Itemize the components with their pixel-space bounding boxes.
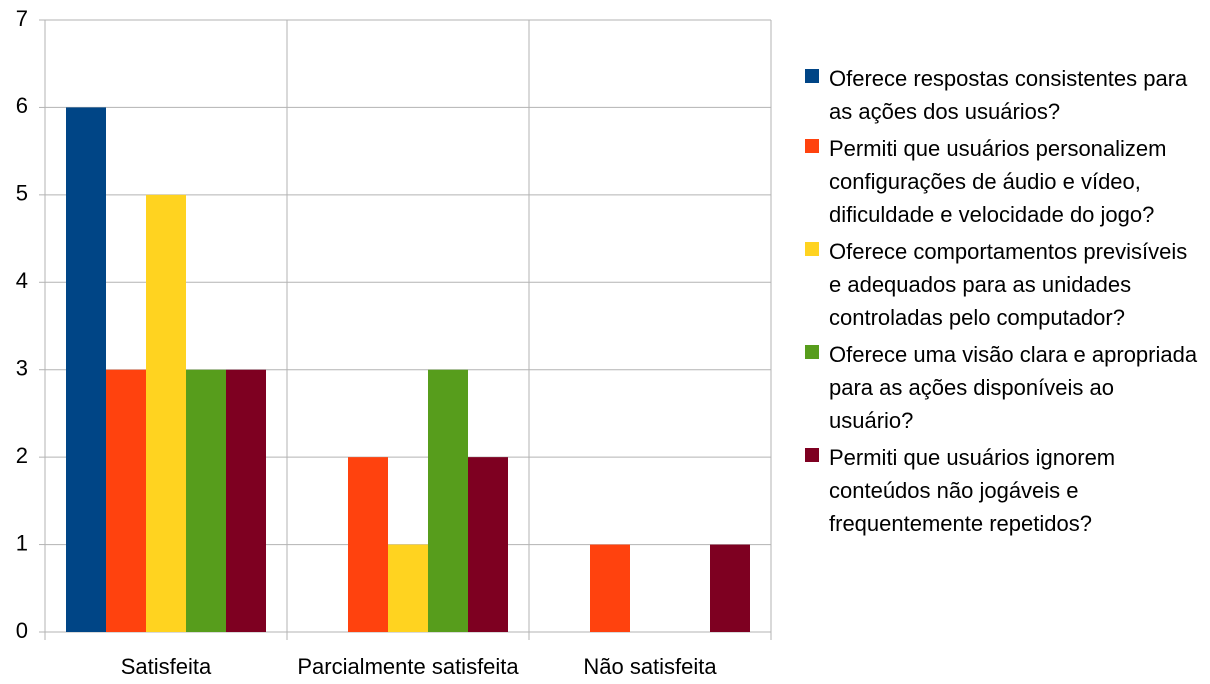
y-tick-label: 6	[16, 93, 28, 118]
x-tick-label: Parcialmente satisfeita	[297, 654, 519, 679]
legend-label: Oferece uma visão clara e apropriada par…	[829, 342, 1198, 433]
bar	[468, 457, 508, 632]
legend-entry: Oferece comportamentos previsíveis e ade…	[805, 235, 1200, 334]
y-tick-label: 7	[16, 6, 28, 31]
y-tick-label: 2	[16, 443, 28, 468]
legend-entry: Oferece respostas consistentes para as a…	[805, 62, 1200, 128]
legend-swatch	[805, 345, 819, 359]
legend-swatch	[805, 242, 819, 256]
legend-label: Oferece comportamentos previsíveis e ade…	[829, 239, 1188, 330]
legend-swatch	[805, 69, 819, 83]
bar	[348, 457, 388, 632]
legend-swatch	[805, 139, 819, 153]
legend-entry: Oferece uma visão clara e apropriada par…	[805, 338, 1200, 437]
y-tick-label: 1	[16, 530, 28, 555]
y-tick-label: 5	[16, 181, 28, 206]
y-tick-label: 4	[16, 268, 28, 293]
legend-label: Permiti que usuários ignorem conteúdos n…	[829, 445, 1116, 536]
y-tick-label: 3	[16, 356, 28, 381]
y-tick-label: 0	[16, 618, 28, 643]
x-tick-label: Não satisfeita	[583, 654, 717, 679]
bar	[710, 544, 750, 632]
legend-label: Oferece respostas consistentes para as a…	[829, 66, 1188, 124]
legend-label: Permiti que usuários personalizem config…	[829, 136, 1167, 227]
legend-swatch	[805, 448, 819, 462]
bar	[388, 544, 428, 632]
legend-entry: Permiti que usuários personalizem config…	[805, 132, 1200, 231]
bar	[226, 369, 266, 632]
bar	[590, 544, 630, 632]
bar	[186, 369, 226, 632]
bar	[66, 107, 106, 632]
bar	[428, 369, 468, 632]
x-tick-label: Satisfeita	[121, 654, 212, 679]
bar	[146, 194, 186, 632]
legend: Oferece respostas consistentes para as a…	[805, 62, 1200, 540]
bar	[106, 369, 146, 632]
legend-entry: Permiti que usuários ignorem conteúdos n…	[805, 441, 1200, 540]
